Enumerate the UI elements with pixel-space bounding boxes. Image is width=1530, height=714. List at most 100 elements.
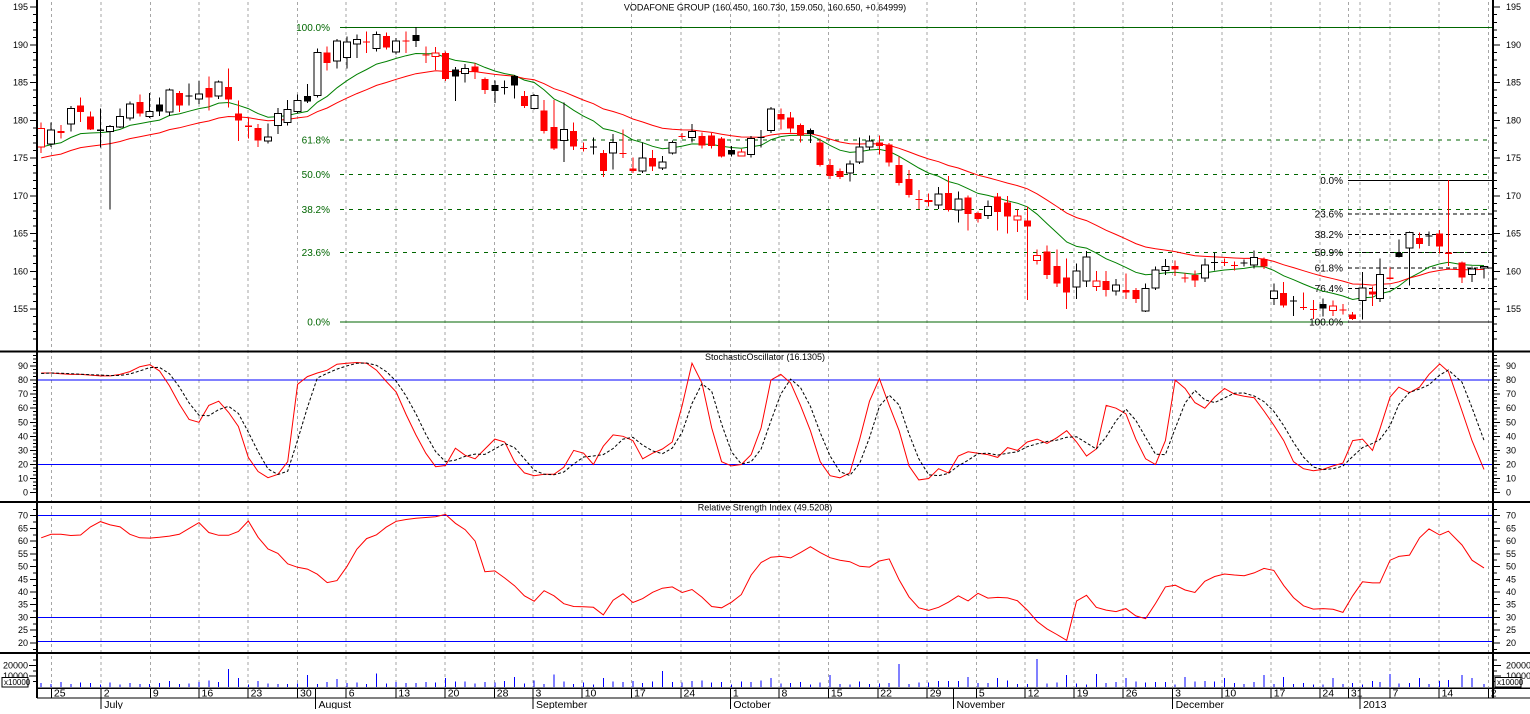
svg-text:76.4%: 76.4% (1315, 284, 1343, 295)
svg-text:190: 190 (1506, 40, 1521, 50)
svg-text:x10000: x10000 (1497, 678, 1524, 687)
svg-text:23.6%: 23.6% (302, 248, 330, 259)
svg-text:61.8%: 61.8% (302, 135, 330, 146)
svg-text:170: 170 (1506, 191, 1521, 201)
svg-text:0: 0 (1506, 488, 1511, 498)
svg-text:38.2%: 38.2% (1315, 230, 1343, 241)
svg-text:195: 195 (13, 2, 28, 12)
svg-text:55: 55 (1506, 549, 1516, 559)
svg-text:17: 17 (1274, 688, 1286, 700)
svg-text:24: 24 (684, 688, 696, 700)
svg-text:185: 185 (1506, 78, 1521, 88)
svg-text:15: 15 (831, 688, 843, 700)
svg-text:55: 55 (18, 549, 28, 559)
svg-text:50.9%: 50.9% (1315, 248, 1343, 259)
svg-text:100.0%: 100.0% (296, 23, 330, 34)
svg-text:175: 175 (1506, 153, 1521, 163)
svg-text:16: 16 (202, 688, 214, 700)
svg-text:0.0%: 0.0% (1320, 176, 1343, 187)
svg-text:23.6%: 23.6% (1315, 209, 1343, 220)
svg-text:40: 40 (18, 587, 28, 597)
svg-text:31: 31 (1351, 688, 1363, 700)
svg-text:10000: 10000 (1506, 671, 1530, 681)
svg-text:30: 30 (1506, 613, 1516, 623)
svg-text:50.0%: 50.0% (302, 170, 330, 181)
svg-text:61.8%: 61.8% (1315, 263, 1343, 274)
svg-text:20: 20 (1506, 638, 1516, 648)
svg-text:August: August (319, 699, 352, 709)
svg-text:StochasticOscillator (16.1305): StochasticOscillator (16.1305) (705, 352, 825, 362)
svg-text:45: 45 (18, 574, 28, 584)
svg-text:September: September (536, 699, 588, 709)
svg-text:38.2%: 38.2% (302, 205, 330, 216)
svg-text:26: 26 (1126, 688, 1138, 700)
svg-text:40: 40 (1506, 431, 1516, 441)
svg-text:25: 25 (54, 688, 66, 700)
svg-text:VODAFONE GROUP (160.450, 160.7: VODAFONE GROUP (160.450, 160.730, 159.05… (624, 3, 906, 13)
svg-text:20: 20 (18, 460, 28, 470)
svg-text:0.0%: 0.0% (307, 318, 330, 329)
svg-text:60: 60 (18, 536, 28, 546)
svg-text:50: 50 (18, 562, 28, 572)
svg-text:2: 2 (1491, 688, 1497, 700)
svg-text:25: 25 (1506, 625, 1516, 635)
svg-text:155: 155 (1506, 304, 1521, 314)
svg-text:155: 155 (13, 304, 28, 314)
svg-text:10: 10 (18, 474, 28, 484)
svg-text:70: 70 (1506, 511, 1516, 521)
svg-text:3: 3 (536, 688, 542, 700)
svg-text:165: 165 (13, 229, 28, 239)
svg-text:10: 10 (1225, 688, 1237, 700)
svg-text:30: 30 (18, 613, 28, 623)
svg-text:180: 180 (13, 115, 28, 125)
svg-text:50: 50 (18, 417, 28, 427)
svg-text:60: 60 (18, 403, 28, 413)
svg-text:2: 2 (104, 688, 110, 700)
svg-text:December: December (1176, 699, 1225, 709)
svg-text:35: 35 (18, 600, 28, 610)
svg-text:185: 185 (13, 78, 28, 88)
svg-text:40: 40 (18, 431, 28, 441)
svg-text:Relative Strength Index (49.52: Relative Strength Index (49.5208) (698, 503, 833, 513)
svg-text:22: 22 (880, 688, 892, 700)
svg-text:20: 20 (448, 688, 460, 700)
svg-text:20: 20 (18, 638, 28, 648)
svg-text:70: 70 (1506, 389, 1516, 399)
svg-text:23: 23 (251, 688, 263, 700)
svg-text:35: 35 (1506, 600, 1516, 610)
svg-text:195: 195 (1506, 2, 1521, 12)
svg-text:20000: 20000 (1506, 661, 1530, 671)
svg-text:5: 5 (979, 688, 985, 700)
svg-text:50: 50 (1506, 417, 1516, 427)
svg-text:13: 13 (398, 688, 410, 700)
svg-text:20: 20 (1506, 460, 1516, 470)
svg-text:170: 170 (13, 191, 28, 201)
svg-text:12: 12 (1028, 688, 1040, 700)
svg-text:1: 1 (733, 688, 739, 700)
svg-text:30: 30 (18, 445, 28, 455)
svg-text:14: 14 (1442, 688, 1454, 700)
svg-text:160: 160 (1506, 266, 1521, 276)
svg-text:65: 65 (1506, 523, 1516, 533)
svg-text:65: 65 (18, 523, 28, 533)
svg-text:160: 160 (13, 266, 28, 276)
svg-text:90: 90 (1506, 361, 1516, 371)
svg-text:6: 6 (349, 688, 355, 700)
svg-text:19: 19 (1077, 688, 1089, 700)
svg-text:70: 70 (18, 389, 28, 399)
svg-text:October: October (733, 699, 771, 709)
svg-text:60: 60 (1506, 536, 1516, 546)
svg-text:45: 45 (1506, 574, 1516, 584)
svg-text:175: 175 (13, 153, 28, 163)
svg-text:90: 90 (18, 361, 28, 371)
svg-text:60: 60 (1506, 403, 1516, 413)
svg-text:10: 10 (1506, 474, 1516, 484)
svg-text:80: 80 (1506, 375, 1516, 385)
svg-text:50: 50 (1506, 562, 1516, 572)
svg-text:20000: 20000 (3, 661, 28, 671)
svg-text:9: 9 (153, 688, 159, 700)
svg-text:25: 25 (18, 625, 28, 635)
svg-text:24: 24 (1322, 688, 1334, 700)
svg-text:40: 40 (1506, 587, 1516, 597)
svg-text:70: 70 (18, 511, 28, 521)
